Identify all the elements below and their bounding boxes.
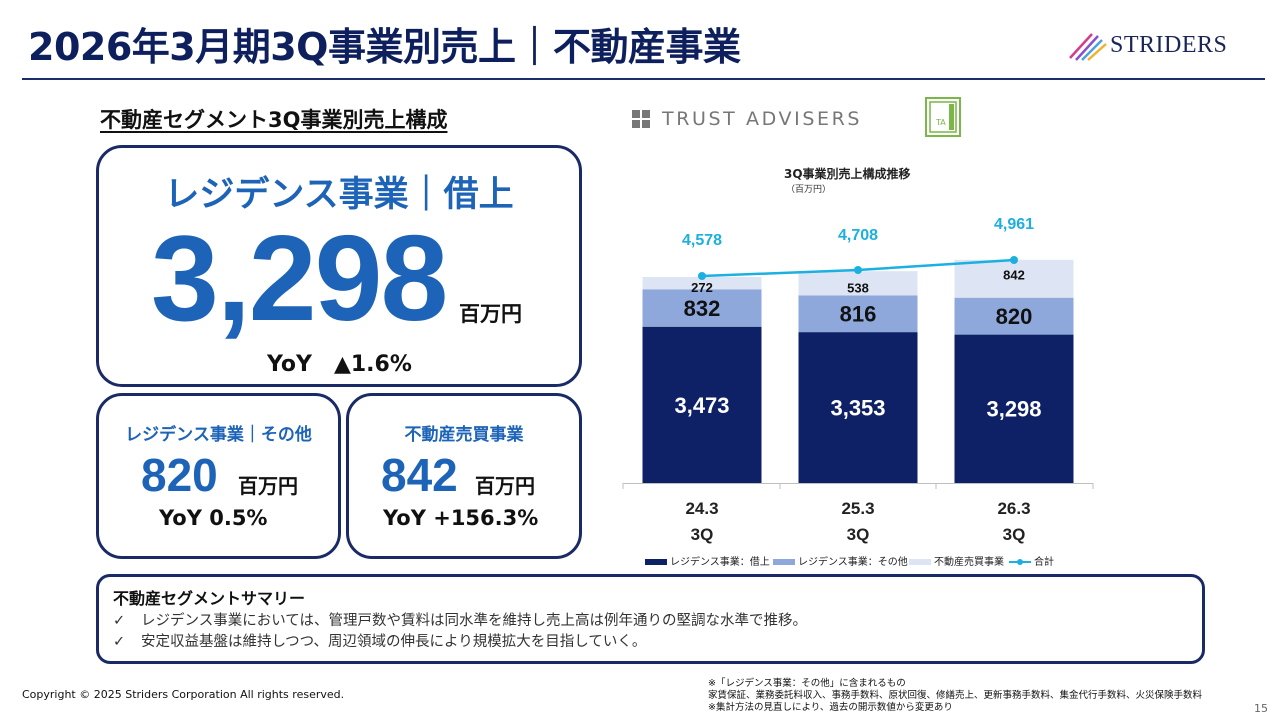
data-label: 816 (840, 302, 877, 327)
x-tick-label: 25.3 (841, 499, 874, 518)
bar-segment (642, 289, 762, 327)
legend-label: 不動産売買事業 (934, 555, 1004, 568)
x-tick-label: 26.3 (997, 499, 1030, 518)
bar-segment (954, 259, 1074, 298)
legend-swatch (909, 559, 931, 565)
x-tick-label: 3Q (691, 525, 714, 544)
data-label: 272 (691, 280, 713, 295)
other-kpi-unit: 百万円 (238, 474, 298, 498)
legend-swatch (773, 559, 795, 565)
svg-text:TA: TA (935, 118, 946, 127)
bar-segment (798, 295, 918, 333)
trade-kpi-yoy: YoY +156.3% (383, 506, 539, 530)
other-kpi-value: 820 (141, 449, 218, 501)
trade-kpi-card: 不動産売買事業 842 百万円 YoY +156.3% (346, 393, 582, 559)
footnote-line: ※「レジデンス事業：その他」に含まれるもの (708, 678, 906, 689)
other-kpi-label: レジデンス事業｜その他 (125, 425, 312, 445)
bar-segment (798, 271, 918, 296)
trust-advisers-logo-text: TRUST ADVISERS (662, 108, 863, 130)
ta-door-mark-icon: TA (929, 101, 957, 133)
chart-unit-label: （百万円） (786, 185, 832, 195)
trust-advisers-mark-icon (632, 110, 650, 128)
data-label: 820 (996, 304, 1033, 329)
summary-title: 不動産セグメントサマリー (113, 589, 306, 608)
x-tick-label: 3Q (1003, 525, 1026, 544)
data-label: 842 (1003, 268, 1025, 283)
data-label: 3,298 (986, 397, 1041, 422)
summary-item: ✓ 安定収益基盤は維持しつつ、周辺領域の伸長により規模拡大を目指していく。 (113, 630, 646, 651)
bar-segment (642, 326, 762, 483)
bar-segment (642, 277, 762, 290)
main-kpi-unit: 百万円 (459, 302, 522, 326)
page-title: 2026年3月期3Q事業別売上｜不動産事業 (28, 25, 741, 69)
striders-logo-text: STRIDERS (1110, 32, 1228, 58)
main-kpi-label: レジデンス事業｜借上 (164, 175, 514, 215)
data-label: 3,353 (830, 395, 885, 420)
legend-line-marker (1017, 559, 1023, 565)
ta-door-icon: TA (925, 97, 961, 137)
total-label: 4,961 (994, 216, 1034, 233)
trust-advisers-logo: TRUST ADVISERS (632, 108, 872, 132)
main-kpi-card: レジデンス事業｜借上 3,298 百万円 YoY ▲1.6% (96, 145, 582, 387)
total-label: 4,578 (682, 232, 722, 249)
section-subtitle: 不動産セグメント3Q事業別売上構成 (100, 108, 448, 132)
data-label: 3,473 (674, 393, 729, 418)
total-point (698, 272, 706, 280)
page-number: 15 (1254, 702, 1268, 715)
total-point (1010, 256, 1018, 264)
trade-kpi-unit: 百万円 (475, 474, 535, 498)
title-divider (22, 78, 1265, 80)
x-tick-label: 3Q (847, 525, 870, 544)
legend-swatch (645, 559, 667, 565)
main-kpi-yoy: YoY ▲1.6% (267, 352, 412, 377)
check-icon: ✓ (113, 634, 126, 650)
footnote-line: ※集計方法の見直しにより、過去の開示数値から変更あり (708, 702, 953, 713)
chart-title: 3Q事業別売上構成推移 (784, 167, 911, 181)
main-kpi-value: 3,298 (151, 210, 448, 346)
trade-kpi-value: 842 (381, 449, 458, 501)
x-tick-label: 24.3 (685, 499, 718, 518)
summary-item: ✓ レジデンス事業においては、管理戸数や賃料は同水準を維持し売上高は例年通りの堅調… (113, 609, 807, 630)
data-label: 538 (847, 280, 869, 295)
copyright: Copyright © 2025 Striders Corporation Al… (22, 688, 345, 701)
footnote-line: 家賃保証、業務委託料収入、事務手数料、原状回復、修繕売上、更新事務手数料、集金代… (708, 690, 1203, 701)
check-icon: ✓ (113, 613, 126, 629)
other-kpi-card: レジデンス事業｜その他 820 百万円 YoY 0.5% (96, 393, 341, 559)
trade-kpi-label: 不動産売買事業 (404, 425, 524, 445)
footnotes: ※「レジデンス事業：その他」に含まれるもの 家賃保証、業務委託料収入、事務手数料… (708, 678, 1202, 714)
legend-label: レジデンス事業：借上 (670, 555, 770, 568)
summary-item-text: レジデンス事業においては、管理戸数や賃料は同水準を維持し売上高は例年通りの堅調な… (141, 613, 807, 629)
striders-logo: STRIDERS (1066, 28, 1256, 64)
data-label: 832 (684, 296, 721, 321)
total-label: 4,708 (838, 227, 878, 244)
striders-logo-mark-icon (1069, 33, 1107, 61)
legend-label: レジデンス事業：その他 (798, 555, 908, 568)
bar-segment (954, 334, 1074, 483)
summary-item-text: 安定収益基盤は維持しつつ、周辺領域の伸長により規模拡大を目指していく。 (141, 634, 647, 650)
summary-box: 不動産セグメントサマリー ✓ レジデンス事業においては、管理戸数や賃料は同水準を維… (96, 574, 1205, 664)
legend-label: 合計 (1034, 555, 1054, 568)
bar-segment (798, 332, 918, 483)
bar-segment (954, 297, 1074, 335)
other-kpi-yoy: YoY 0.5% (159, 506, 268, 530)
total-point (854, 266, 862, 274)
